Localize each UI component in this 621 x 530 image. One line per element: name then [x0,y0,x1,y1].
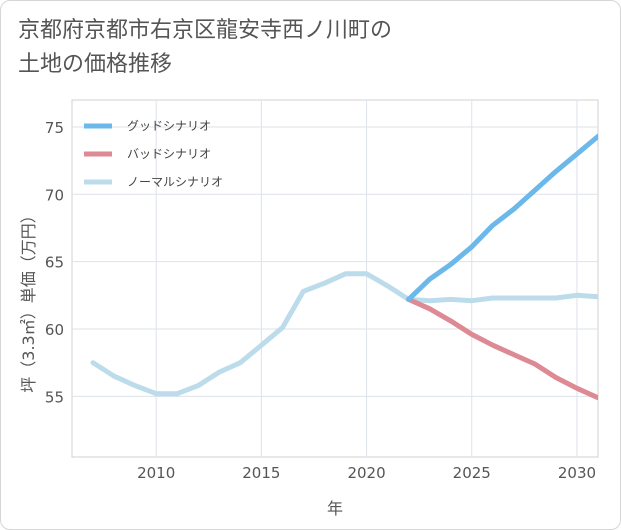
y-tick-label: 55 [45,388,64,406]
x-tick-label: 2010 [137,464,175,482]
chart-title-line-1: 京都府京都市右京区龍安寺西ノ川町の [18,18,393,43]
grid-lines [72,100,598,457]
legend-label: ノーマルシナリオ [127,175,223,189]
series-lines [90,133,598,401]
chart-title: 京都府京都市右京区龍安寺西ノ川町の 土地の価格推移 [18,14,392,82]
y-tick-label: 70 [45,186,64,204]
legend-label: バッドシナリオ [127,147,211,161]
x-tick-label: 2025 [453,464,491,482]
x-axis-ticks: 2010 2015 2020 2025 2030 [137,464,596,482]
x-tick-label: 2030 [558,464,596,482]
chart-title-line-2: 土地の価格推移 [18,52,173,77]
series-line-0 [406,133,598,302]
y-tick-label: 75 [45,119,64,137]
x-tick-label: 2020 [347,464,385,482]
x-axis-title: 年 [327,499,343,518]
y-axis-title: 坪（3.3㎡）単価（万円） [19,207,38,392]
x-tick-label: 2015 [242,464,280,482]
legend-label: グッドシナリオ [127,119,211,133]
series-line-1 [406,296,598,401]
y-tick-label: 65 [45,254,64,272]
y-axis-ticks: 55 60 65 70 75 [45,119,64,406]
series-line-2 [90,271,598,397]
y-tick-label: 60 [45,321,64,339]
